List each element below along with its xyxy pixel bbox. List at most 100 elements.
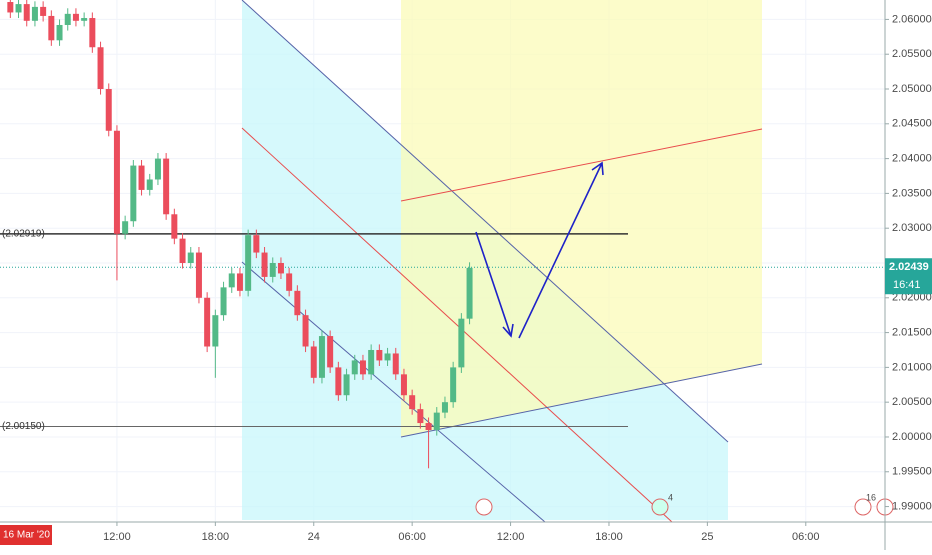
arrow-up (518, 162, 603, 339)
x-tick-label: 25 (701, 531, 713, 543)
candle-body (441, 402, 448, 413)
candle-body (384, 353, 391, 361)
candle-body (171, 214, 178, 239)
candle-body (195, 252, 202, 298)
candle-body (450, 367, 457, 403)
y-tick-label: 2.01500 (892, 326, 932, 338)
x-tick-label: 24 (308, 531, 320, 543)
candle-body (179, 238, 186, 263)
last-price-box (885, 258, 932, 295)
y-tick-label: 2.02000 (892, 292, 932, 304)
candle-body (81, 18, 88, 21)
y-tick-label: 2.00500 (892, 396, 932, 408)
cursor-date-box (0, 525, 52, 545)
levels: (2.02919) (2.00150) (0, 228, 885, 432)
candle-body (400, 374, 407, 396)
candle-body (204, 297, 211, 347)
y-tick-label: 1.99500 (892, 466, 932, 478)
arrow-head (502, 323, 514, 338)
candle-body (122, 221, 129, 234)
candle-body (376, 349, 383, 361)
candle-body (212, 315, 219, 347)
candle-body (327, 336, 334, 368)
y-tick-label: 1.99000 (892, 500, 932, 512)
candle-body (335, 367, 342, 396)
candle-body (294, 290, 301, 316)
event-icon[interactable] (854, 498, 872, 516)
candle-body (64, 13, 71, 25)
candle-body (113, 130, 120, 234)
channel-lower (241, 261, 546, 523)
candle-body (458, 318, 465, 368)
channel-fill-2 (401, 0, 762, 437)
candle-body (89, 18, 96, 48)
candles (7, 0, 473, 469)
candle-body (351, 360, 358, 375)
candle-body (105, 89, 112, 131)
x-tick-label: 06:00 (792, 531, 820, 543)
channel2-lower (400, 363, 763, 438)
event-count: 16 (866, 492, 876, 502)
forecast-arrows (475, 161, 604, 339)
candle-body (23, 4, 30, 21)
candle-body (425, 423, 432, 431)
x-tick-label: 06:00 (398, 531, 426, 543)
cursor-time: 03:00 (54, 530, 79, 541)
channel2-mid (400, 128, 763, 202)
y-tick-label: 2.00000 (892, 431, 932, 443)
arrow-head (591, 161, 604, 176)
arrow-down (475, 231, 512, 337)
level-label: (2.02919) (2, 228, 45, 239)
candle-body (253, 235, 260, 253)
candle-body (433, 412, 440, 431)
candle-body (277, 262, 284, 274)
candle-body (466, 267, 473, 319)
candle-body (343, 374, 350, 396)
candle-body (7, 2, 14, 13)
candle-body (138, 165, 145, 190)
candle-body (318, 336, 325, 378)
event-icon[interactable] (475, 498, 493, 516)
candle-body (302, 315, 309, 347)
y-tick-label: 2.03500 (892, 187, 932, 199)
candle-body (310, 346, 317, 378)
candle-body (368, 349, 375, 375)
channel-mid (241, 127, 673, 523)
candle-body (146, 179, 153, 190)
x-tick-label: 12:00 (103, 531, 131, 543)
y-tick-label: 2.01000 (892, 361, 932, 373)
candle-body (97, 47, 104, 90)
x-tick-label: 18:00 (595, 531, 623, 543)
candle-body (48, 15, 55, 41)
cursor-date: 16 Mar '20 (3, 530, 50, 541)
candle-body (286, 273, 293, 291)
candle-body (269, 262, 276, 277)
candle-body (187, 252, 194, 263)
y-tick-label: 2.05000 (892, 83, 932, 95)
event-icon[interactable] (651, 498, 669, 516)
axes: 1.99000 1.99500 2.00000 2.00500 2.01000 2.015… (103, 13, 932, 543)
x-tick-label: 18:00 (202, 531, 230, 543)
candle-body (409, 395, 416, 410)
candle-body (40, 6, 47, 16)
y-tick-label: 2.05500 (892, 48, 932, 60)
y-tick-label: 2.04500 (892, 118, 932, 130)
candle-body (154, 158, 161, 180)
channel-upper (241, 0, 729, 443)
candle-body (220, 287, 227, 316)
candle-body (228, 273, 235, 288)
candle-body (56, 24, 63, 41)
x-tick-label: 12:00 (497, 531, 525, 543)
candle-body (245, 235, 252, 291)
event-count: 4 (668, 492, 673, 502)
candle-body (392, 353, 399, 375)
y-tick-label: 2.04000 (892, 153, 932, 165)
last-price-label: 2.02439 (889, 261, 929, 273)
candle-body (236, 273, 243, 291)
countdown: 16:41 (893, 279, 921, 291)
candle-body (163, 158, 170, 215)
candle-body (15, 4, 22, 13)
candle-body (130, 165, 137, 222)
level-label: (2.00150) (2, 421, 45, 432)
